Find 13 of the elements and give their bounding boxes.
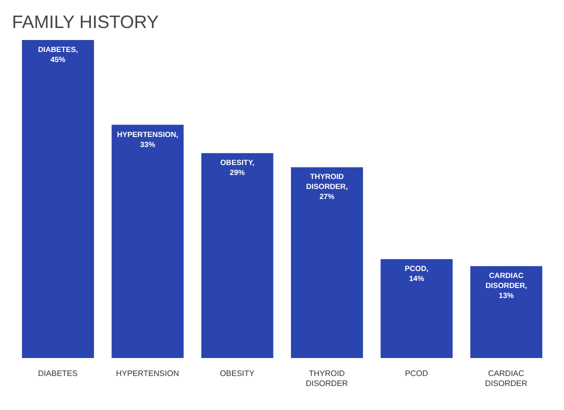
bar bbox=[22, 40, 94, 358]
bar bbox=[470, 266, 542, 358]
x-tick-label: PCOD bbox=[404, 369, 428, 378]
x-tick-label: OBESITY bbox=[220, 369, 256, 378]
bar bbox=[290, 167, 363, 358]
bar bbox=[380, 259, 453, 358]
x-tick-label: HYPERTENSION bbox=[116, 369, 180, 378]
bar bbox=[112, 124, 184, 358]
bar bbox=[201, 153, 274, 358]
x-tick-label: DIABETES bbox=[38, 369, 78, 378]
x-tick-label: CARDIAC DISORDER bbox=[485, 369, 528, 388]
chart-title: FAMILY HISTORY bbox=[11, 11, 160, 34]
x-tick-label: THYROID DISORDER bbox=[306, 369, 348, 388]
